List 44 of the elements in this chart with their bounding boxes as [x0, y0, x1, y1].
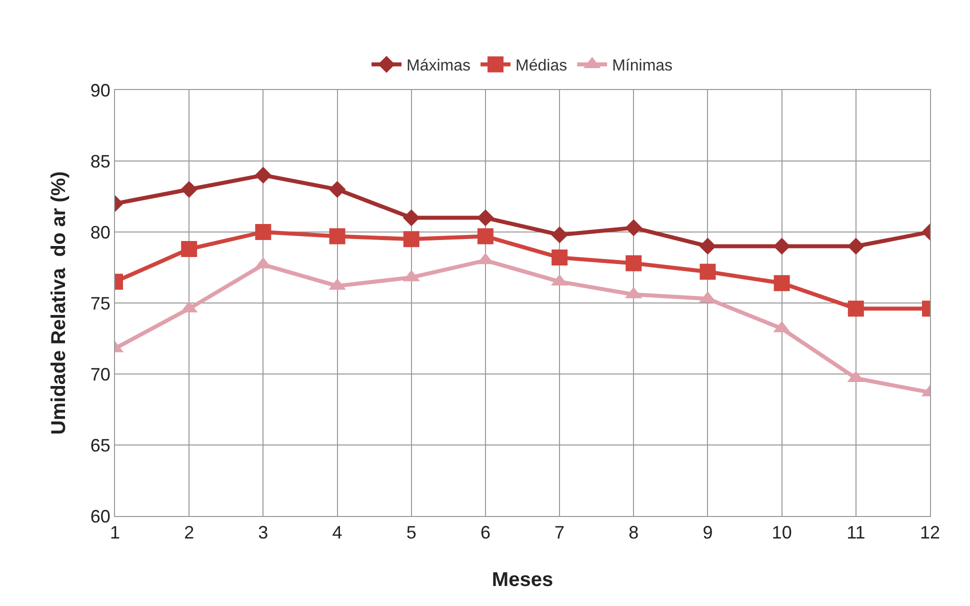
point — [774, 275, 790, 292]
y-axis-title: Umidade Relativa do ar (%) — [48, 171, 70, 435]
point — [329, 228, 346, 244]
y-tick-label: 85 — [90, 151, 110, 172]
point — [477, 209, 494, 226]
y-tick-label: 90 — [90, 80, 110, 100]
point — [180, 180, 198, 198]
x-tick-label: 7 — [554, 522, 565, 543]
point — [402, 209, 420, 226]
point — [847, 238, 864, 255]
y-tick-label: 75 — [90, 293, 110, 314]
legend-label: Máximas — [406, 58, 471, 75]
point — [552, 250, 568, 266]
x-tick-label: 2 — [184, 522, 194, 543]
x-tick-label: 11 — [846, 522, 866, 543]
legend-label: Médias — [516, 58, 568, 75]
point — [477, 228, 494, 244]
point — [699, 238, 716, 255]
point — [551, 226, 568, 244]
point — [700, 264, 716, 280]
x-tick-label: 6 — [480, 522, 490, 543]
point — [773, 238, 790, 255]
point — [328, 180, 346, 198]
y-tick-label: 80 — [90, 222, 110, 242]
point — [403, 231, 420, 248]
x-tick-label: 1 — [110, 522, 120, 543]
legend-label: Mínimas — [612, 58, 673, 75]
x-tick-label: 12 — [920, 522, 940, 543]
y-tick-label: 65 — [90, 435, 110, 456]
point — [254, 166, 272, 184]
x-tick-label: 9 — [702, 522, 713, 543]
x-tick-label: 3 — [258, 522, 268, 543]
x-tick-label: 4 — [332, 522, 342, 543]
x-tick-label: 10 — [772, 522, 792, 543]
point — [626, 255, 642, 272]
x-tick-label: 5 — [406, 522, 416, 543]
point — [255, 224, 272, 240]
x-axis-title: Meses — [492, 569, 554, 591]
x-tick-label: 8 — [628, 522, 639, 543]
y-tick-label: 70 — [90, 364, 110, 384]
y-tick-label: 60 — [90, 506, 110, 526]
point — [181, 241, 198, 258]
point — [848, 300, 864, 317]
point — [625, 219, 642, 236]
